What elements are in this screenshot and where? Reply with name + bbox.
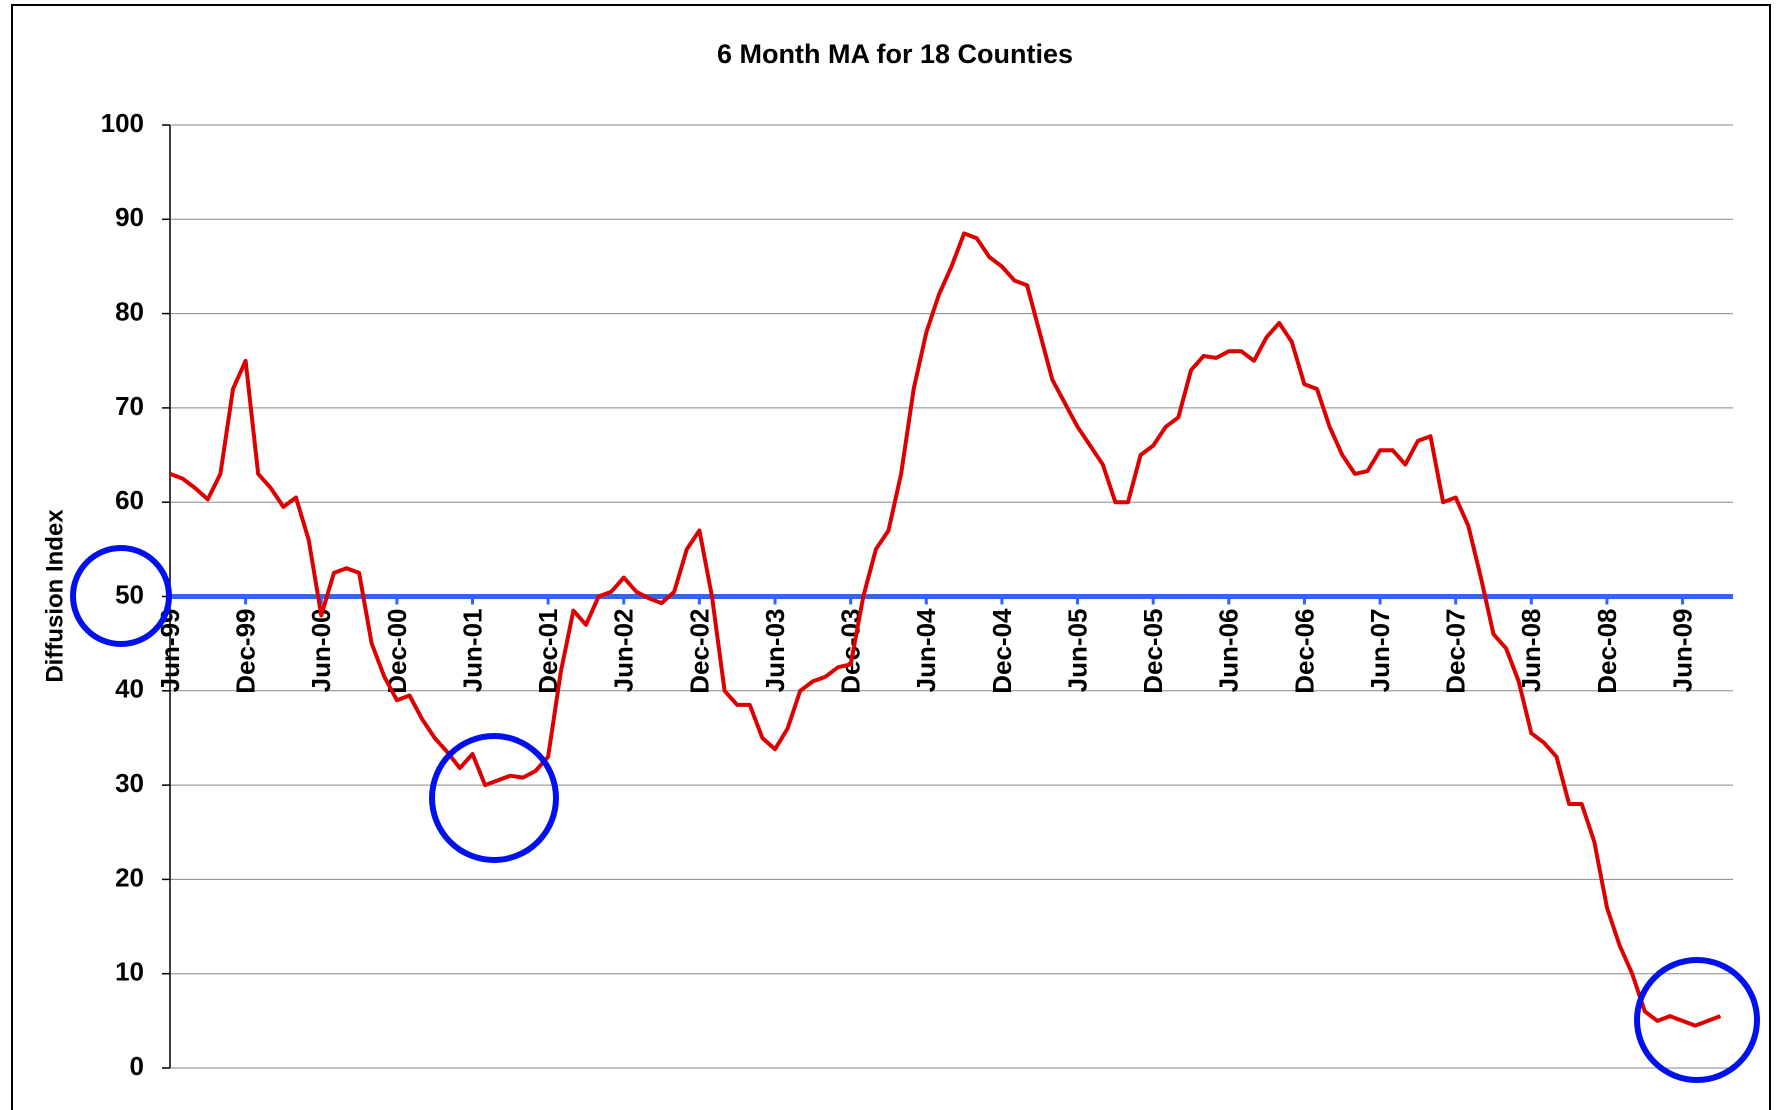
x-tick-label: Jun-07 [1365, 609, 1395, 693]
x-tick-label: Jun-04 [911, 608, 941, 692]
y-tick-label: 60 [115, 485, 144, 515]
x-tick-label: Dec-05 [1138, 609, 1168, 694]
x-tick-label: Jun-02 [609, 609, 639, 693]
x-tick-label: Dec-99 [231, 609, 261, 694]
x-tick-label: Dec-03 [836, 609, 866, 694]
x-tick-label: Jun-03 [760, 609, 790, 693]
x-tick-label: Jun-00 [306, 609, 336, 693]
highlight-circle [70, 545, 172, 647]
x-tick-label: Dec-02 [684, 609, 714, 694]
y-tick-label: 80 [115, 296, 144, 326]
x-tick-label: Dec-07 [1441, 609, 1471, 694]
y-tick-label: 50 [115, 579, 144, 609]
x-tick-label: Dec-06 [1289, 609, 1319, 694]
x-tick-label: Jun-05 [1062, 609, 1092, 693]
x-tick-label: Dec-04 [987, 608, 1017, 694]
y-tick-label: 100 [101, 108, 144, 138]
highlight-circle [429, 733, 559, 863]
x-tick-label: Jun-08 [1516, 609, 1546, 693]
chart-title: 6 Month MA for 18 Counties [717, 39, 1073, 69]
chart-border [11, 4, 1771, 1110]
y-axis-label: Diffusion Index [41, 509, 68, 683]
highlight-circle [1634, 957, 1760, 1083]
x-tick-label: Jun-06 [1214, 609, 1244, 693]
data-line [169, 231, 1722, 1028]
x-tick-label: Jun-01 [457, 609, 487, 693]
y-tick-label: 30 [115, 768, 144, 798]
y-tick-label: 0 [130, 1051, 144, 1081]
y-tick-label: 70 [115, 391, 144, 421]
x-tick-label: Dec-08 [1592, 609, 1622, 694]
y-tick-label: 10 [115, 957, 144, 987]
y-tick-label: 90 [115, 202, 144, 232]
y-tick-label: 20 [115, 862, 144, 892]
x-tick-label: Jun-09 [1667, 609, 1697, 693]
y-tick-label: 40 [115, 674, 144, 704]
